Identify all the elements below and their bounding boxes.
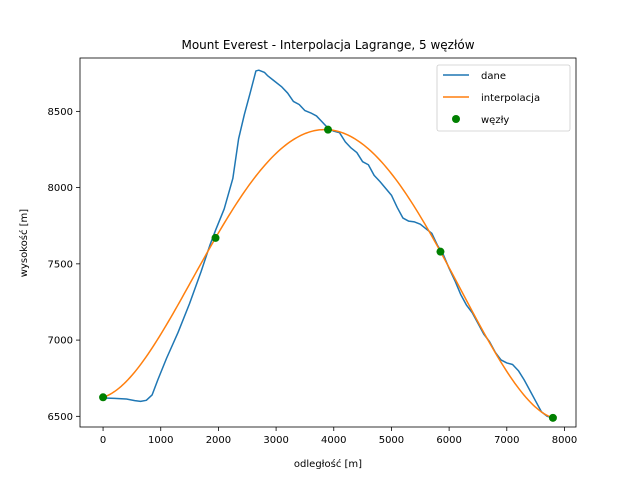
y-axis: 6500 7000 7500 8000 8500 xyxy=(48,107,80,423)
y-tick-label: 8500 xyxy=(48,107,73,118)
y-tick-label: 8000 xyxy=(48,183,73,194)
x-tick-label: 0 xyxy=(100,435,106,446)
node-point xyxy=(99,393,108,402)
x-tick-label: 4000 xyxy=(321,435,346,446)
y-axis-label: wysokość [m] xyxy=(18,209,30,278)
x-tick-label: 7000 xyxy=(494,435,519,446)
plot-area xyxy=(99,69,557,422)
x-tick-label: 2000 xyxy=(206,435,231,446)
x-tick-label: 5000 xyxy=(379,435,404,446)
legend-box xyxy=(436,64,571,132)
legend-marker-węzły xyxy=(452,115,460,123)
y-tick-label: 7500 xyxy=(48,259,73,270)
x-axis: 0 1000 2000 3000 4000 5000 6000 7000 8000 xyxy=(100,427,577,446)
y-tick-label: 7000 xyxy=(48,336,73,347)
y-tick-label: 6500 xyxy=(48,412,73,423)
x-axis-label: odległość [m] xyxy=(294,458,362,470)
legend-label: interpolacja xyxy=(481,93,540,104)
x-tick-label: 3000 xyxy=(263,435,288,446)
legend-label: węzły xyxy=(481,115,509,126)
node-point xyxy=(211,233,220,242)
node-point xyxy=(436,247,445,256)
x-tick-label: 1000 xyxy=(148,435,173,446)
node-point xyxy=(324,125,332,134)
x-tick-label: 8000 xyxy=(552,435,577,446)
x-tick-label: 6000 xyxy=(436,435,461,446)
chart-title: Mount Everest - Interpolacja Lagrange, 5… xyxy=(181,38,474,52)
plot-frame xyxy=(79,57,577,428)
node-point xyxy=(548,413,557,422)
legend: dane interpolacja węzły xyxy=(436,64,571,132)
legend-label: dane xyxy=(481,71,506,82)
